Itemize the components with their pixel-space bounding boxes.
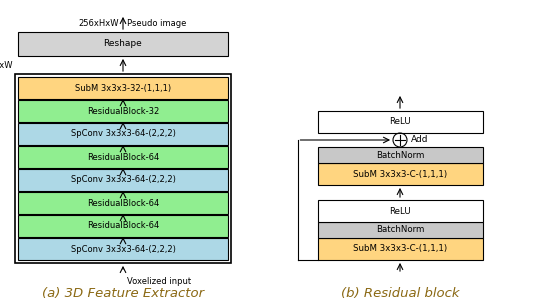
Text: ReLU: ReLU [389, 117, 411, 127]
Bar [18, 238, 228, 260]
Bar [18, 146, 228, 168]
Text: SpConv 3x3x3-64-(2,2,2): SpConv 3x3x3-64-(2,2,2) [70, 245, 175, 253]
Bar [318, 163, 482, 185]
Text: 256xHxW: 256xHxW [78, 18, 119, 27]
Text: ResidualBlock-64: ResidualBlock-64 [87, 198, 159, 207]
Text: SubM 3x3x3-C-(1,1,1): SubM 3x3x3-C-(1,1,1) [353, 245, 447, 253]
Text: Voxelized input: Voxelized input [127, 278, 191, 287]
Text: Reshape: Reshape [103, 40, 142, 49]
Text: ReLU: ReLU [389, 207, 411, 216]
Bar [18, 169, 228, 191]
Bar [18, 123, 228, 145]
Bar [18, 32, 228, 56]
Bar [18, 215, 228, 237]
Text: ResidualBlock-64: ResidualBlock-64 [87, 153, 159, 162]
Text: SpConv 3x3x3-64-(2,2,2): SpConv 3x3x3-64-(2,2,2) [70, 175, 175, 185]
Text: Add: Add [411, 136, 429, 144]
Text: 64x4xHxW: 64x4xHxW [0, 60, 13, 69]
Bar [318, 111, 482, 133]
Bar [318, 238, 482, 260]
Text: SubM 3x3x3-32-(1,1,1): SubM 3x3x3-32-(1,1,1) [75, 83, 171, 92]
Bar [18, 77, 228, 99]
Text: ResidualBlock-64: ResidualBlock-64 [87, 221, 159, 230]
Text: BatchNorm: BatchNorm [376, 226, 424, 234]
Text: ResidualBlock-32: ResidualBlock-32 [87, 107, 159, 115]
Bar [318, 147, 482, 163]
Bar [15, 74, 231, 263]
Bar [318, 222, 482, 238]
Text: SpConv 3x3x3-64-(2,2,2): SpConv 3x3x3-64-(2,2,2) [70, 130, 175, 139]
Bar [18, 100, 228, 122]
Bar [318, 200, 482, 222]
Text: Pseudo image: Pseudo image [127, 18, 187, 27]
Text: SubM 3x3x3-C-(1,1,1): SubM 3x3x3-C-(1,1,1) [353, 169, 447, 178]
Text: BatchNorm: BatchNorm [376, 150, 424, 159]
Text: (a) 3D Feature Extractor: (a) 3D Feature Extractor [42, 288, 204, 300]
Text: (b) Residual block: (b) Residual block [341, 288, 459, 300]
Bar [18, 192, 228, 214]
